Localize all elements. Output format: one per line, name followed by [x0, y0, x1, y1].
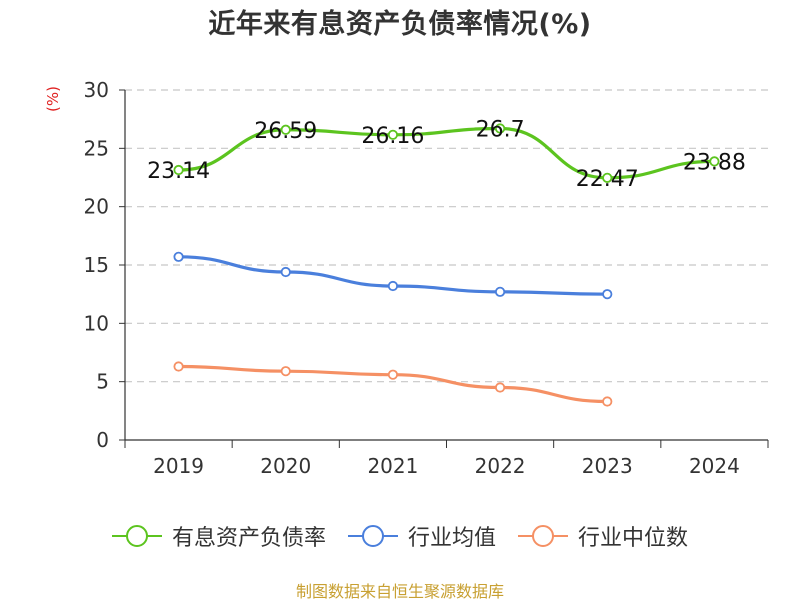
- legend-marker-icon: [347, 525, 398, 547]
- y-tick-label: 15: [84, 253, 109, 277]
- data-label: 26.59: [254, 119, 317, 144]
- legend-label: 行业均值: [407, 526, 496, 551]
- legend: 有息资产负债率 行业均值 行业中位数: [0, 520, 800, 552]
- grid-layer: [125, 89, 768, 383]
- data-label: 23.88: [683, 150, 746, 175]
- data-point: [387, 369, 399, 380]
- legend-label: 有息资产负债率: [171, 526, 326, 551]
- data-point: [173, 361, 184, 372]
- y-tick-label: 10: [84, 311, 109, 335]
- data-point: [602, 396, 613, 407]
- data-point: [173, 251, 184, 262]
- x-tick-label: 2019: [153, 454, 204, 478]
- series-line-0: [178, 126, 715, 180]
- y-tick-label: 20: [84, 195, 109, 219]
- legend-marker-icon: [111, 525, 162, 547]
- legend-item-series-0[interactable]: 有息资产负债率: [111, 520, 326, 552]
- data-label-layer: 23.14 26.59 26.16 26.7 22.47 23.88: [147, 118, 746, 192]
- x-tick-label: 2022: [475, 454, 526, 478]
- legend-item-series-2[interactable]: 行业中位数: [518, 520, 688, 552]
- x-tick-label: 2024: [689, 454, 740, 478]
- y-tick-label: 5: [96, 370, 109, 394]
- x-tick-label: 2021: [367, 454, 418, 478]
- x-tick-label: 2023: [582, 454, 633, 478]
- data-source-note: 制图数据来自恒生聚源数据库: [295, 582, 504, 600]
- data-point: [280, 124, 291, 135]
- data-point: [602, 172, 613, 183]
- chart-title: 近年来有息资产负债率情况(%): [208, 9, 592, 40]
- series-layer: [173, 123, 720, 407]
- legend-label: 行业中位数: [578, 526, 689, 551]
- legend-marker-icon: [518, 525, 568, 547]
- x-tick-label: 2020: [260, 454, 311, 478]
- data-point: [494, 123, 506, 134]
- y-tick-label: 0: [96, 428, 109, 452]
- axis-layer: 0 5 10 15 20 25 30 2019 2020 2021 2022 2023 2024: [84, 78, 769, 478]
- data-point: [387, 129, 399, 140]
- data-label: 23.14: [147, 159, 210, 184]
- data-label: 26.7: [476, 118, 525, 143]
- data-point: [494, 286, 506, 297]
- data-point: [280, 366, 291, 377]
- data-point: [280, 266, 291, 278]
- data-label: 26.16: [361, 124, 424, 149]
- y-tick-label: 30: [84, 78, 109, 102]
- y-tick-label: 25: [84, 136, 109, 160]
- data-label: 22.47: [576, 167, 639, 192]
- data-point: [494, 382, 506, 393]
- data-point: [602, 289, 613, 300]
- data-point: [709, 156, 720, 167]
- legend-item-series-1[interactable]: 行业均值: [347, 520, 496, 552]
- data-point: [173, 164, 184, 176]
- data-point: [387, 280, 399, 292]
